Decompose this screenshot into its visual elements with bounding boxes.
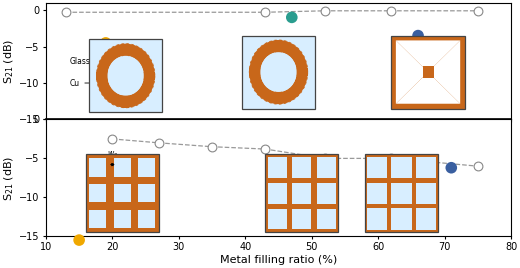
Ellipse shape xyxy=(108,56,144,96)
Bar xyxy=(138,158,155,177)
Polygon shape xyxy=(396,40,460,72)
Polygon shape xyxy=(428,40,460,104)
Point xyxy=(155,141,163,145)
Bar xyxy=(89,210,107,228)
Bar xyxy=(365,154,438,232)
Bar xyxy=(292,183,311,203)
Bar xyxy=(367,209,387,230)
Bar xyxy=(415,157,436,178)
Bar xyxy=(268,157,287,178)
Point xyxy=(474,9,482,13)
Bar xyxy=(275,40,282,104)
Bar xyxy=(114,210,131,228)
Polygon shape xyxy=(396,40,428,104)
Bar xyxy=(268,183,287,203)
Bar xyxy=(114,158,131,177)
Bar xyxy=(89,158,107,177)
Point xyxy=(387,9,396,13)
Bar xyxy=(415,209,436,230)
Bar xyxy=(89,39,162,112)
Point xyxy=(62,10,70,14)
Ellipse shape xyxy=(261,52,296,92)
Ellipse shape xyxy=(249,40,308,104)
Point xyxy=(321,156,329,161)
Bar xyxy=(391,209,412,230)
Bar xyxy=(317,183,335,203)
Bar xyxy=(415,183,436,204)
Point xyxy=(75,238,83,242)
Bar xyxy=(391,183,412,204)
Bar xyxy=(317,157,335,178)
Bar xyxy=(96,72,155,80)
Point xyxy=(474,164,482,168)
Bar xyxy=(138,184,155,203)
Ellipse shape xyxy=(261,52,296,92)
Bar xyxy=(265,154,339,232)
Bar xyxy=(114,184,131,203)
Bar xyxy=(423,66,434,78)
Bar xyxy=(138,210,155,228)
Point xyxy=(101,41,110,45)
Ellipse shape xyxy=(108,56,144,96)
Point xyxy=(261,10,269,14)
Bar xyxy=(367,157,387,178)
Text: $w_0$: $w_0$ xyxy=(107,150,118,160)
Point xyxy=(261,147,269,151)
Point xyxy=(108,137,116,141)
Point xyxy=(321,9,329,13)
Bar xyxy=(392,36,464,109)
Bar xyxy=(86,154,159,232)
Point xyxy=(288,15,296,20)
Bar xyxy=(391,157,412,178)
Text: Cu: Cu xyxy=(69,79,102,88)
Bar xyxy=(249,68,308,76)
Y-axis label: S$_{21}$ (dB): S$_{21}$ (dB) xyxy=(3,38,16,84)
Point xyxy=(208,144,216,149)
Text: Glass: Glass xyxy=(69,57,106,66)
Ellipse shape xyxy=(96,44,155,108)
Bar xyxy=(242,36,315,109)
Bar xyxy=(292,157,311,178)
X-axis label: Metal filling ratio (%): Metal filling ratio (%) xyxy=(220,255,337,265)
Polygon shape xyxy=(396,72,460,104)
Point xyxy=(387,164,396,168)
Point xyxy=(447,166,456,170)
Bar xyxy=(367,183,387,204)
Point xyxy=(288,160,296,165)
Point xyxy=(387,156,396,161)
Y-axis label: S$_{21}$ (dB): S$_{21}$ (dB) xyxy=(3,155,16,200)
Bar xyxy=(317,209,335,229)
Bar xyxy=(89,184,107,203)
Point xyxy=(414,34,422,38)
Bar xyxy=(292,209,311,229)
Bar xyxy=(122,44,129,108)
Bar xyxy=(268,209,287,229)
